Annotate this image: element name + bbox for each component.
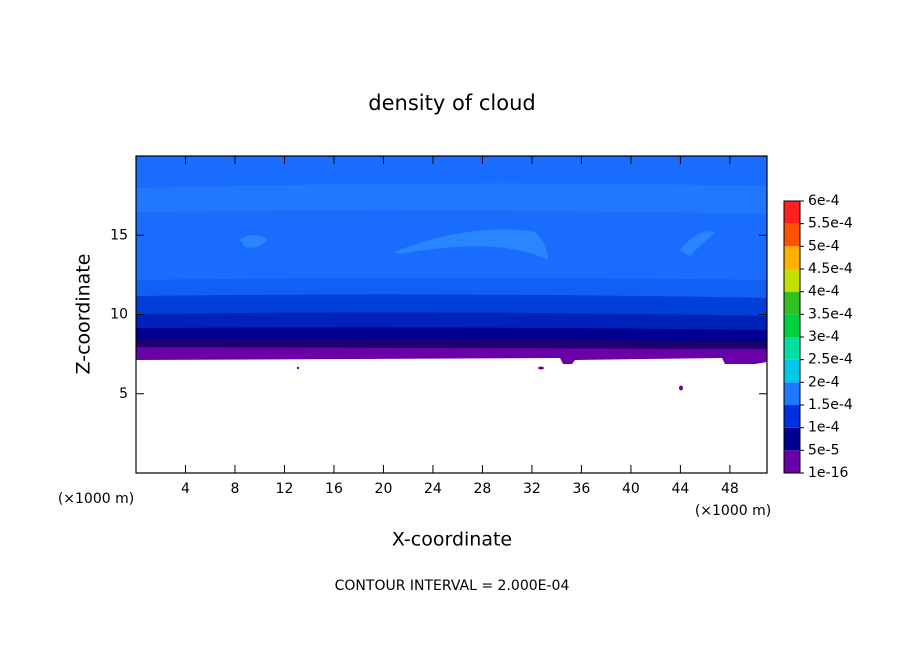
x-tick-label: 44 <box>671 481 689 497</box>
contour-patch <box>394 229 548 260</box>
colorbar-label: 1e-4 <box>808 420 840 436</box>
y-tick-label: 5 <box>119 386 128 402</box>
colorbar-band <box>784 201 800 224</box>
colorbar-label: 2e-4 <box>808 374 840 390</box>
x-tick-label: 24 <box>424 481 442 497</box>
colorbar-band <box>784 405 800 428</box>
x-tick-label: 12 <box>276 481 294 497</box>
colorbar-band <box>784 223 800 247</box>
y-tick-label: 15 <box>110 227 128 243</box>
contour-fill <box>136 347 767 364</box>
contour-field <box>136 156 767 391</box>
colorbar-label: 3e-4 <box>808 329 840 345</box>
contour-patch <box>680 231 716 256</box>
x-unit: (×1000 m) <box>695 503 771 519</box>
colorbar-band <box>784 382 800 405</box>
colorbar-band <box>784 314 800 337</box>
colorbar-band <box>784 359 800 383</box>
contour-patch <box>679 385 683 391</box>
colorbar-label: 4e-4 <box>808 284 840 300</box>
contour-fill <box>136 183 767 214</box>
contour-patch <box>296 366 300 370</box>
colorbar-label: 5e-5 <box>808 442 839 458</box>
colorbar-label: 1e-16 <box>808 465 848 481</box>
colorbar-label: 2.5e-4 <box>808 352 853 368</box>
x-tick-label: 32 <box>523 481 541 497</box>
x-tick-label: 16 <box>325 481 343 497</box>
colorbar-band <box>784 427 800 451</box>
x-tick-label: 48 <box>721 481 739 497</box>
colorbar-label: 5e-4 <box>808 238 840 254</box>
x-tick-label: 28 <box>474 481 492 497</box>
x-axis-label: X-coordinate <box>392 529 512 551</box>
colorbar-label: 1.5e-4 <box>808 397 853 413</box>
contour-patch <box>538 366 544 370</box>
colorbar-band <box>784 246 800 269</box>
x-tick-label: 8 <box>231 481 240 497</box>
colorbar-label: 6e-4 <box>808 193 840 209</box>
y-tick-label: 10 <box>110 307 128 323</box>
colorbar-band <box>784 450 800 473</box>
x-tick-label: 40 <box>622 481 640 497</box>
colorbar-band <box>784 291 800 315</box>
colorbar-label: 4.5e-4 <box>808 261 853 277</box>
x-tick-label: 36 <box>572 481 590 497</box>
colorbar-label: 5.5e-4 <box>808 216 853 232</box>
x-tick-label: 4 <box>181 481 190 497</box>
y-axis-label: Z-coordinate <box>73 254 95 375</box>
x-tick-label: 20 <box>375 481 393 497</box>
chart-title: density of cloud <box>368 91 535 115</box>
contour-patch <box>240 235 267 248</box>
y-unit: (×1000 m) <box>58 491 134 507</box>
colorbar-band <box>784 269 800 292</box>
colorbar-label: 3.5e-4 <box>808 306 853 322</box>
annotation: CONTOUR INTERVAL = 2.000E-04 <box>335 578 570 594</box>
colorbar-band <box>784 337 800 360</box>
